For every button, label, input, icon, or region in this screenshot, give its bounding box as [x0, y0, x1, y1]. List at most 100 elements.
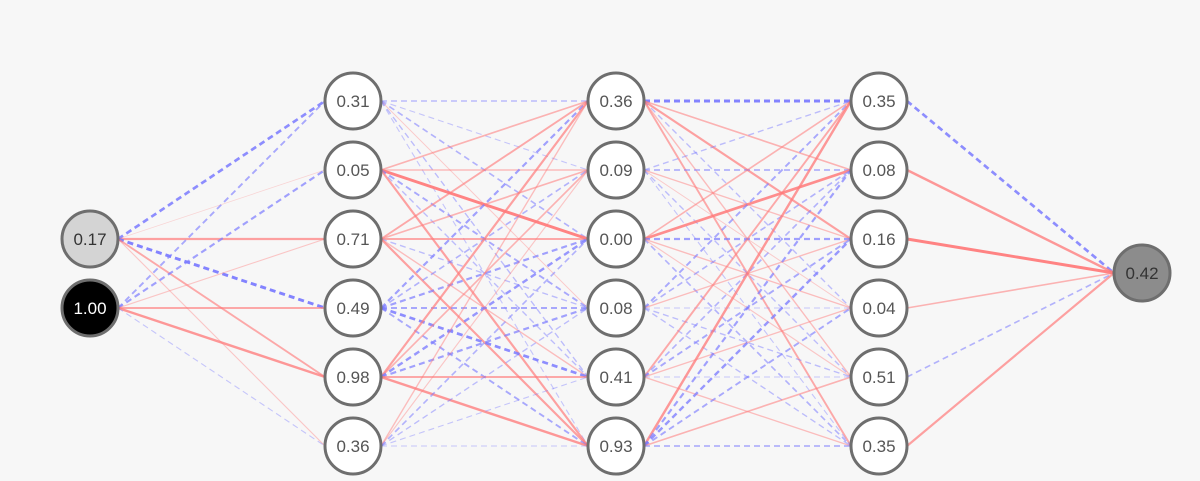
node-value-label: 0.36	[599, 92, 632, 111]
neuron-nodes: 0.17 1.00 0.31 0.05 0.71 0.49 0.98 0.36 0.36 0.09…	[60, 71, 1172, 476]
edge-l1-5-to-2	[380, 238, 589, 447]
node-circle	[849, 416, 909, 476]
edge-l0-0-to-0	[117, 99, 326, 241]
node-circle	[586, 278, 646, 338]
node-circle	[323, 416, 383, 476]
edge-l0-1-to-0	[117, 100, 326, 309]
edge-l1-2-to-3	[380, 238, 589, 309]
node-circle	[60, 278, 120, 338]
node-circle	[1112, 243, 1172, 303]
edge-l3-2-to-0	[906, 237, 1115, 275]
node-hidden-1-0: 0.31	[323, 71, 383, 131]
edge-l1-4-to-0	[380, 100, 589, 378]
node-value-label: 0.04	[862, 299, 895, 318]
edge-l1-5-to-4	[380, 376, 589, 447]
node-hidden-3-0: 0.35	[849, 71, 909, 131]
edge-l2-5-to-0	[642, 100, 853, 447]
node-circle	[586, 71, 646, 131]
node-circle	[323, 278, 383, 338]
node-circle	[323, 209, 383, 269]
node-value-label: 0.51	[862, 368, 895, 387]
node-value-label: 0.08	[599, 299, 632, 318]
edge-l3-1-to-0	[906, 168, 1115, 275]
node-input-0: 0.17	[60, 209, 120, 269]
edge-l1-4-to-1	[380, 169, 589, 378]
edge-l3-4-to-0	[906, 272, 1115, 378]
edge-l1-4-to-3	[380, 306, 589, 379]
node-hidden-1-1: 0.05	[323, 140, 383, 200]
node-hidden-1-5: 0.36	[323, 416, 383, 476]
node-value-label: 0.09	[599, 161, 632, 180]
edge-l2-4-to-3	[643, 307, 852, 378]
node-circle	[586, 416, 646, 476]
edge-l2-4-to-0	[643, 100, 852, 378]
node-circle	[586, 140, 646, 200]
node-circle	[60, 209, 120, 269]
edge-l1-1-to-0	[380, 100, 589, 171]
edge-l2-3-to-4	[643, 307, 852, 378]
node-value-label: 0.49	[336, 299, 369, 318]
edge-l1-5-to-1	[380, 169, 589, 447]
edge-l0-0-to-1	[117, 169, 326, 240]
node-output-0: 0.42	[1112, 243, 1172, 303]
node-hidden-2-0: 0.36	[586, 71, 646, 131]
edge-l1-5-to-0	[380, 100, 589, 447]
edge-l2-1-to-0	[643, 100, 852, 171]
edge-l2-2-to-0	[643, 100, 852, 240]
node-value-label: 0.71	[336, 230, 369, 249]
node-hidden-1-3: 0.49	[323, 278, 383, 338]
node-circle	[849, 71, 909, 131]
node-value-label: 0.93	[599, 437, 632, 456]
edge-l2-5-to-2	[643, 238, 852, 447]
edge-l0-1-to-5	[117, 307, 326, 447]
node-circle	[323, 347, 383, 407]
node-value-label: 0.35	[862, 437, 895, 456]
node-value-label: 1.00	[73, 299, 106, 318]
edge-l0-0-to-3	[117, 237, 326, 310]
node-circle	[849, 209, 909, 269]
edge-l1-5-to-3	[380, 307, 589, 447]
edge-l1-3-to-0	[380, 100, 589, 309]
node-circle	[849, 140, 909, 200]
edge-l2-5-to-3	[643, 307, 852, 447]
node-hidden-3-1: 0.08	[849, 140, 909, 200]
edge-l1-4-to-5	[380, 375, 589, 448]
edge-l2-1-to-4	[643, 169, 852, 378]
node-value-label: 0.31	[336, 92, 369, 111]
edge-l0-1-to-2	[117, 238, 326, 309]
node-hidden-1-2: 0.71	[323, 209, 383, 269]
node-circle	[849, 278, 909, 338]
node-hidden-2-4: 0.41	[586, 347, 646, 407]
node-hidden-3-2: 0.16	[849, 209, 909, 269]
node-hidden-3-5: 0.35	[849, 416, 909, 476]
edge-l1-3-to-2	[380, 237, 589, 310]
edge-l1-1-to-4	[380, 169, 589, 378]
node-value-label: 0.36	[336, 437, 369, 456]
edge-l2-4-to-1	[643, 169, 852, 378]
node-circle	[323, 71, 383, 131]
edge-l2-2-to-1	[643, 168, 852, 241]
node-value-label: 0.17	[73, 230, 106, 249]
node-value-label: 0.35	[862, 92, 895, 111]
edge-l2-5-to-1	[643, 169, 852, 447]
edge-l2-3-to-0	[643, 100, 852, 309]
edge-l1-3-to-4	[380, 306, 589, 379]
edge-l0-1-to-4	[117, 306, 326, 379]
node-hidden-1-4: 0.98	[323, 347, 383, 407]
node-value-label: 0.98	[336, 368, 369, 387]
node-hidden-2-5: 0.93	[586, 416, 646, 476]
node-value-label: 0.00	[599, 230, 632, 249]
node-value-label: 0.08	[862, 161, 895, 180]
edge-l2-5-to-4	[643, 376, 852, 447]
edge-l1-4-to-2	[380, 237, 589, 379]
edge-l1-0-to-1	[380, 100, 589, 171]
node-hidden-3-4: 0.51	[849, 347, 909, 407]
node-hidden-3-3: 0.04	[849, 278, 909, 338]
node-circle	[323, 140, 383, 200]
node-value-label: 0.05	[336, 161, 369, 180]
edge-l2-2-to-5	[643, 238, 852, 447]
edge-l1-2-to-0	[380, 100, 589, 240]
node-value-label: 0.42	[1125, 264, 1158, 283]
edge-l3-5-to-0	[906, 272, 1115, 447]
edge-l1-2-to-5	[380, 238, 589, 447]
